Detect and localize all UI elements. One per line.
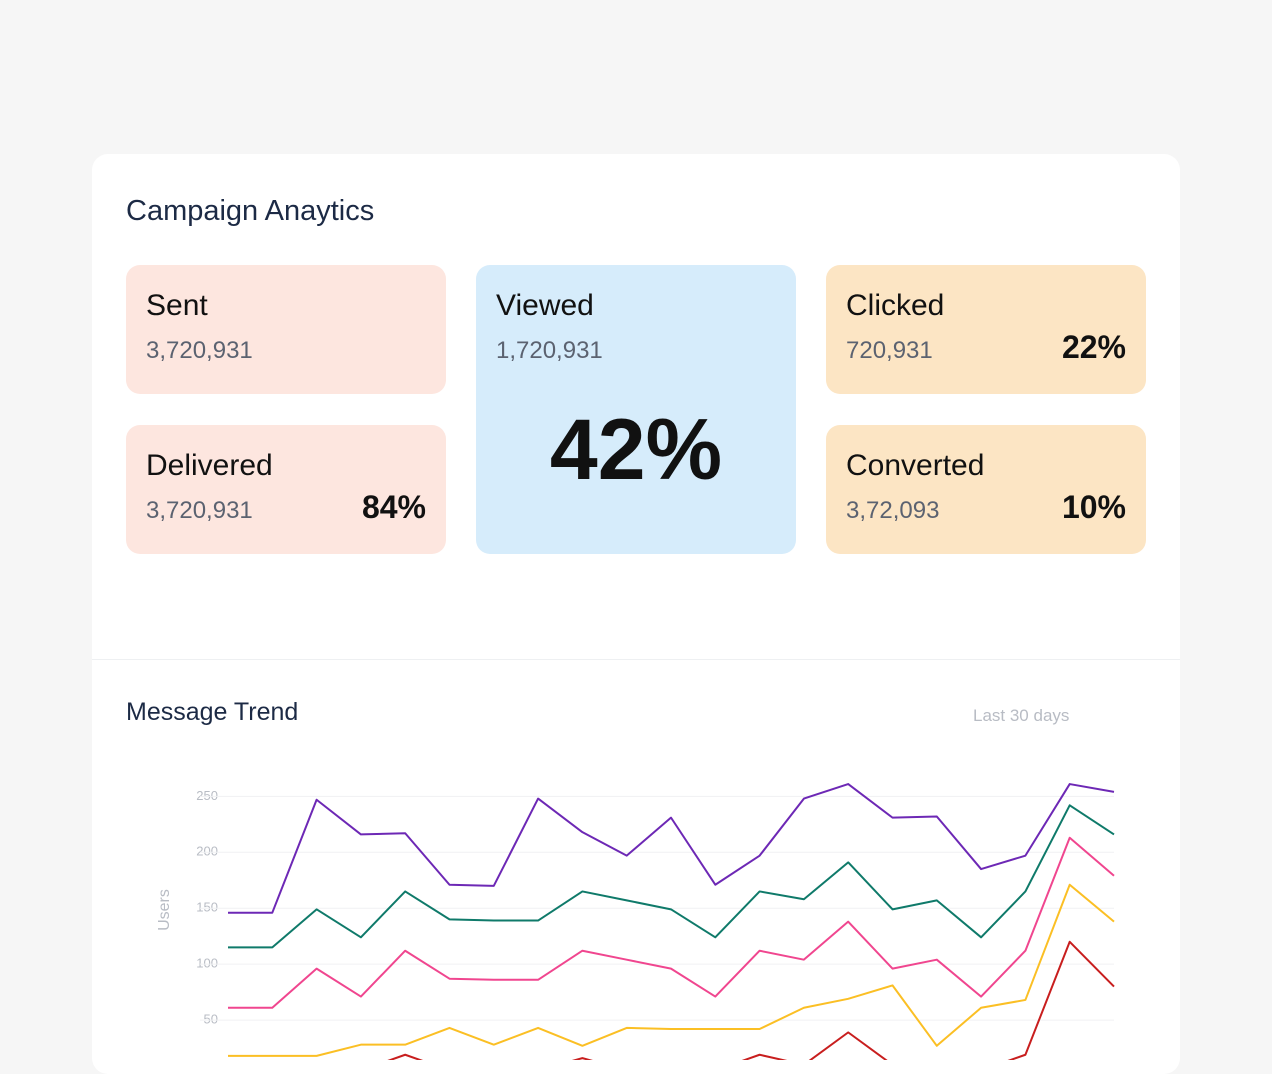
stat-card: Delivered 3,720,931 84% [126,425,446,554]
card-label: Sent [146,289,208,322]
card-value: 720,931 [846,337,933,364]
card-label: Delivered [146,449,273,482]
chart-title: Message Trend [126,698,299,726]
y-tick-label: 200 [196,844,218,859]
card-percent: 84% [361,489,426,525]
card-value: 3,720,931 [146,337,253,364]
series-line [387,940,1115,1060]
series-line [228,836,1115,1009]
stat-card: Clicked 720,931 22% [826,265,1146,394]
chart-subtitle: Last 30 days [973,706,1070,725]
y-tick-label: 100 [196,956,218,971]
y-tick-label: 250 [196,788,218,803]
card-value: 3,72,093 [846,497,940,524]
series-line [228,783,1115,914]
card-percent: 10% [1061,489,1126,525]
card-percent: 22% [1061,329,1126,365]
card-value: 1,720,931 [496,337,603,364]
page-title: Campaign Anaytics [126,195,375,227]
card-label: Viewed [496,289,594,322]
card-value: 3,720,931 [146,497,253,524]
stat-card: Sent 3,720,931 [126,265,446,394]
divider [92,659,1180,660]
stat-card: Viewed 1,720,931 42% [476,265,796,554]
series-line [228,883,1115,1057]
card-percent: 42% [549,402,723,498]
stat-card: Converted 3,72,093 10% [826,425,1146,554]
series-line [228,804,1115,949]
card-label: Clicked [846,289,945,322]
card-label: Converted [846,449,985,482]
y-tick-label: 150 [196,900,218,915]
y-tick-label: 50 [204,1012,218,1027]
y-axis-label: Users [156,889,173,931]
